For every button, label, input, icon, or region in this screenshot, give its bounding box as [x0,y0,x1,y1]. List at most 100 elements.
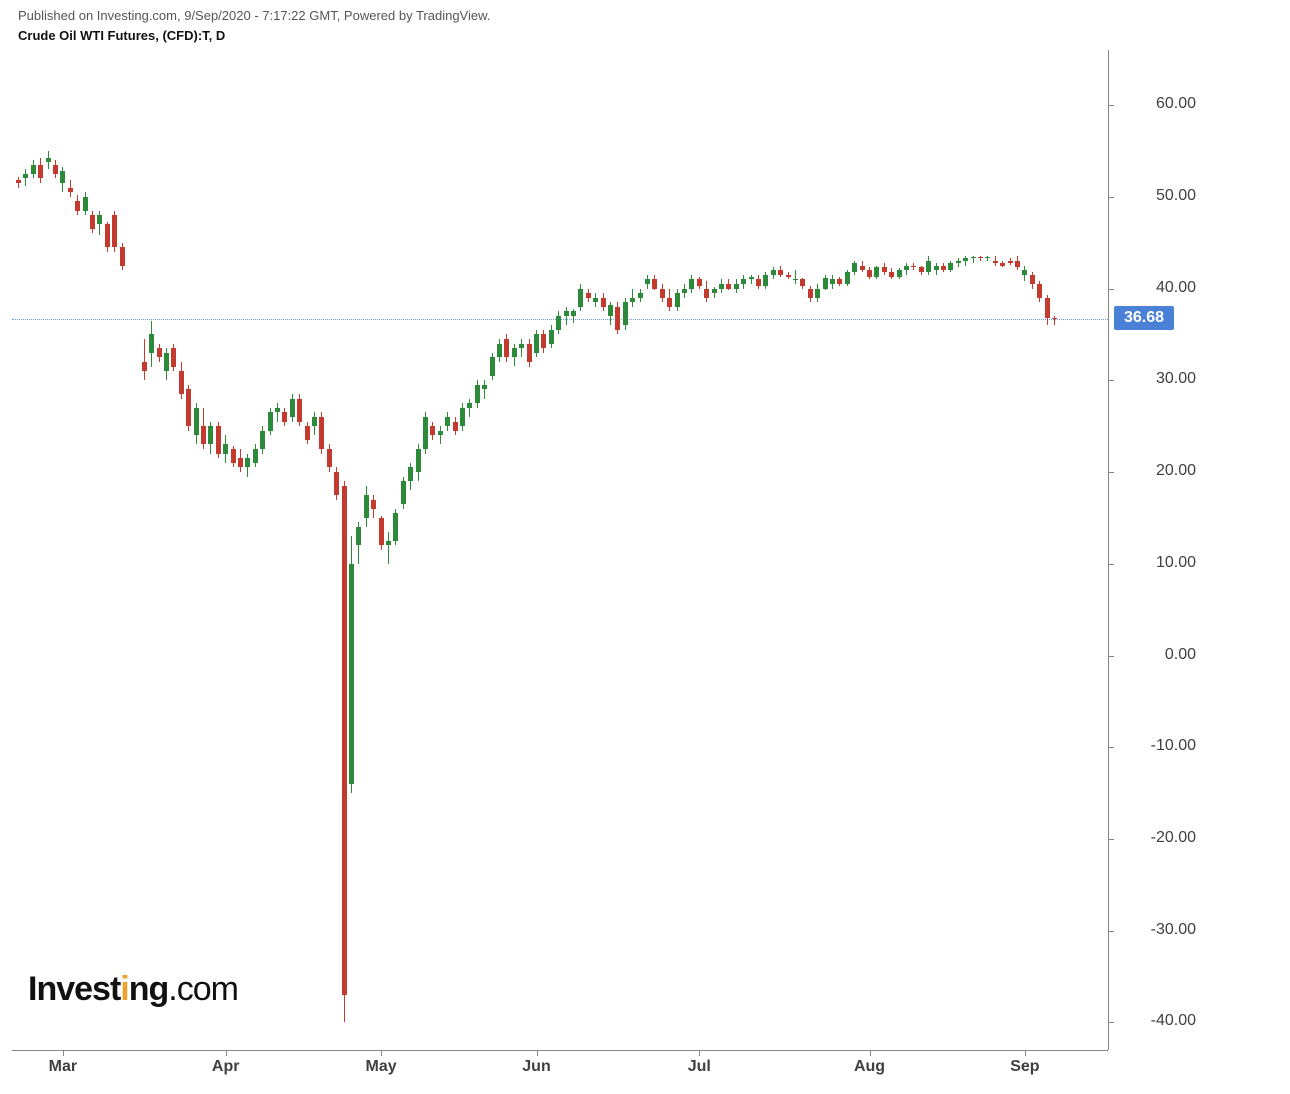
candle-body [1015,261,1020,267]
y-tick-mark [1108,105,1114,106]
candle-body [238,458,243,467]
candle-body [993,261,998,263]
instrument-name: Crude Oil WTI Futures [18,28,155,43]
candle-body [245,458,250,467]
candle-body [231,449,236,463]
candle-body [867,270,872,276]
candle-body [704,289,709,298]
y-tick-mark [1108,931,1114,932]
candle-body [1000,263,1005,266]
x-tick-mark [226,1050,227,1056]
candle-body [712,289,717,294]
candle-body [105,224,110,247]
candle-body [564,311,569,316]
candle-body [934,266,939,271]
candle-body [519,344,524,349]
candle-body [423,417,428,449]
candle-body [667,298,672,307]
candle-body [112,215,117,247]
chart-subheader: Crude Oil WTI Futures, (CFD):T, D [18,28,225,43]
x-tick-label: May [366,1058,397,1076]
candle-body [68,188,73,193]
candle-body [697,279,702,285]
candle-body [223,444,228,453]
candle-body [342,486,347,995]
candle-body [985,257,990,258]
candle-wick [469,399,470,417]
candle-body [282,412,287,421]
candle-body [157,348,162,357]
candle-body [208,426,213,444]
x-tick-mark [381,1050,382,1056]
candle-body [408,467,413,481]
candle-body [1037,284,1042,298]
candle-body [416,449,421,472]
candle-body [327,449,332,467]
candle-body [793,279,798,280]
candle-body [608,305,613,316]
candle-body [882,267,887,272]
instrument-interval: , D [209,28,226,43]
candle-body [1045,298,1050,318]
candle-body [845,272,850,284]
candle-body [682,289,687,294]
published-prefix: Published on [18,8,97,23]
candle-body [371,500,376,509]
candle-body [290,399,295,417]
candle-body [164,353,169,371]
candle-body [356,527,361,545]
candle-body [689,279,694,288]
powered-by: , Powered by TradingView. [337,8,491,23]
y-tick-label: 20.00 [1126,462,1196,480]
candle-wick [440,426,441,444]
plot-area[interactable] [12,50,1108,1051]
candle-body [268,412,273,430]
candle-body [1008,261,1013,263]
y-tick-label: 10.00 [1126,554,1196,572]
candle-body [623,302,628,325]
candle-body [475,385,480,403]
current-price-badge: 36.68 [1114,306,1174,330]
candle-body [386,541,391,546]
candle-wick [795,270,796,284]
y-tick-mark [1108,839,1114,840]
candle-body [1052,318,1057,319]
candle-body [541,334,546,348]
y-tick-label: 40.00 [1126,279,1196,297]
candle-body [512,348,517,357]
investing-logo: Investing.com [28,970,238,1009]
instrument-ticker: , (CFD):T [155,28,208,43]
y-tick-mark [1108,564,1114,565]
candle-body [305,426,310,440]
candle-body [467,403,472,408]
candle-body [297,399,302,422]
candle-body [445,417,450,426]
candle-body [38,165,43,179]
candle-body [90,215,95,229]
candle-body [379,518,384,546]
candle-body [430,426,435,435]
candle-body [460,408,465,426]
candle-body [253,449,258,463]
candle-body [179,371,184,394]
candle-body [630,298,635,303]
candle-body [860,266,865,271]
candle-body [808,289,813,298]
candle-body [571,311,576,316]
candle-body [334,472,339,495]
candle-body [16,180,21,183]
candle-body [149,334,154,352]
x-tick-label: Apr [212,1058,240,1076]
candle-body [97,215,102,224]
candle-body [490,357,495,375]
candle-body [897,270,902,276]
x-tick-label: Aug [854,1058,885,1076]
candle-body [504,339,509,357]
y-tick-mark [1108,380,1114,381]
candle-body [719,284,724,289]
candle-wick [277,403,278,421]
y-tick-mark [1108,197,1114,198]
candle-body [349,564,354,784]
candle-wick [958,258,959,267]
candle-body [837,279,842,284]
